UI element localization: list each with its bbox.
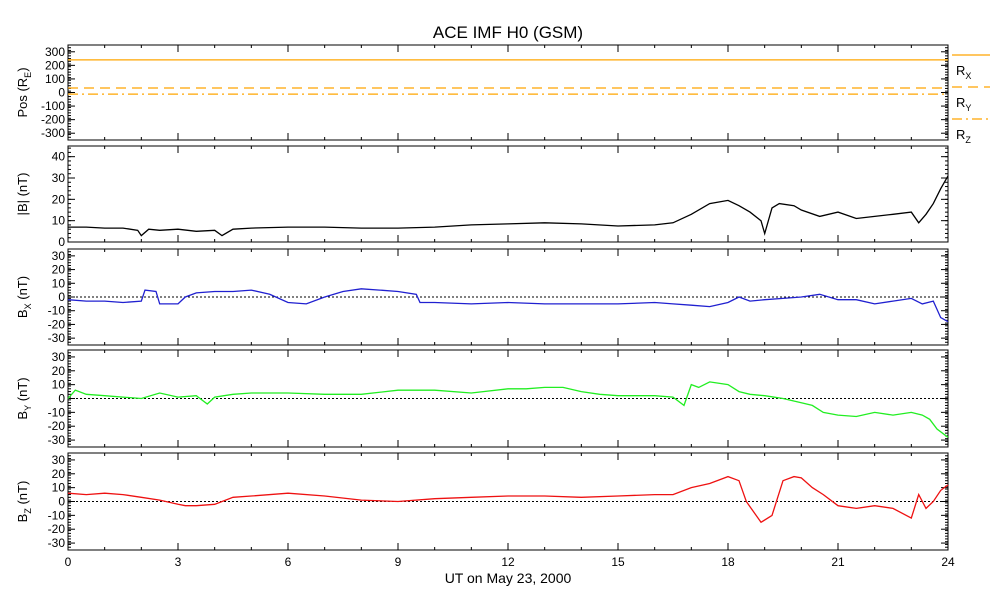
y-tick-label: 20 <box>52 192 66 206</box>
x-tick-label: 0 <box>65 555 72 569</box>
y-tick-label: -100 <box>41 99 65 113</box>
y-tick-label: -30 <box>48 331 66 345</box>
legend-label-main: R <box>956 127 965 142</box>
chart-title: ACE IMF H0 (GSM) <box>433 23 583 42</box>
y-tick-label: 20 <box>52 263 66 277</box>
y-tick-label: -10 <box>48 405 66 419</box>
y-axis-label: BY (nT) <box>15 377 33 419</box>
y-tick-label: 0 <box>58 235 65 249</box>
y-tick-label: 10 <box>52 481 66 495</box>
y-tick-label: -30 <box>48 433 66 447</box>
y-tick-label: -20 <box>48 419 66 433</box>
y-tick-label: -200 <box>41 113 65 127</box>
y-axis-label-main: |B| (nT) <box>15 173 30 216</box>
y-tick-label: 0 <box>58 290 65 304</box>
y-tick-label: 30 <box>52 453 66 467</box>
series-line-By-0 <box>67 381 949 438</box>
y-tick-label: 300 <box>45 45 65 59</box>
y-tick-label: 100 <box>45 72 65 86</box>
legend-label-2: RZ <box>956 127 971 145</box>
series-line-B_total-0 <box>68 175 949 237</box>
x-tick-label: 24 <box>941 555 955 569</box>
x-tick-label: 9 <box>395 555 402 569</box>
x-tick-label: 18 <box>721 555 735 569</box>
y-tick-label: 0 <box>58 495 65 509</box>
legend-label-main: R <box>956 63 965 78</box>
x-tick-label: 6 <box>285 555 292 569</box>
y-tick-label: 40 <box>52 150 66 164</box>
y-axis-label-main: Pos (R <box>15 78 30 118</box>
y-tick-label: 200 <box>45 58 65 72</box>
y-tick-label: 30 <box>52 171 66 185</box>
y-axis-label-sub: Z <box>23 508 33 514</box>
x-tick-label: 12 <box>501 555 515 569</box>
y-tick-label: 10 <box>52 378 66 392</box>
y-axis-label-tail: ) <box>15 67 30 71</box>
y-tick-label: 10 <box>52 276 66 290</box>
y-tick-label: -300 <box>41 126 65 140</box>
panel-B_total: 40 30 20 10 0 |B| (nT) <box>15 145 949 249</box>
y-axis-label-tail: (nT) <box>15 276 30 303</box>
x-tick-label: 21 <box>831 555 845 569</box>
y-tick-label: 20 <box>52 467 66 481</box>
y-tick-label: 10 <box>52 214 66 228</box>
y-axis-label: Pos (RE) <box>15 67 33 117</box>
y-axis-label-tail: (nT) <box>15 377 30 404</box>
x-tick-label: 3 <box>175 555 182 569</box>
y-axis-label-tail: (nT) <box>15 481 30 508</box>
y-tick-label: -10 <box>48 304 66 318</box>
legend-label-sub: X <box>965 71 971 81</box>
y-axis-label-sub: X <box>23 303 33 309</box>
y-tick-label: 0 <box>58 392 65 406</box>
x-axis-label: UT on May 23, 2000 <box>445 570 572 586</box>
y-tick-label: 20 <box>52 364 66 378</box>
legend-label-0: RX <box>956 63 971 81</box>
y-axis-label-main: B <box>15 411 30 420</box>
x-tick-label: 15 <box>611 555 625 569</box>
y-axis-label-sub: Y <box>23 405 33 411</box>
y-axis-label: BZ (nT) <box>15 481 33 523</box>
legend-label-sub: Y <box>965 103 971 113</box>
y-tick-label: 30 <box>52 249 66 263</box>
series-line-Bz-0 <box>67 475 949 524</box>
y-tick-label: -30 <box>48 536 66 550</box>
y-tick-label: 30 <box>52 350 66 364</box>
y-tick-label: 0 <box>58 86 65 100</box>
y-axis-label: |B| (nT) <box>15 173 30 216</box>
legend-label-1: RY <box>956 95 971 113</box>
y-axis-label: BX (nT) <box>15 276 33 318</box>
y-tick-label: -20 <box>48 317 66 331</box>
y-tick-label: -10 <box>48 508 66 522</box>
legend-label-sub: Z <box>965 135 971 145</box>
y-axis-label-sub: E <box>23 72 33 78</box>
y-axis-label-main: B <box>15 514 30 523</box>
legend-label-main: R <box>956 95 965 110</box>
series-line-Bx-0 <box>67 288 949 323</box>
panel-frame <box>67 145 949 243</box>
y-axis-label-main: B <box>15 309 30 318</box>
y-tick-label: -20 <box>48 522 66 536</box>
